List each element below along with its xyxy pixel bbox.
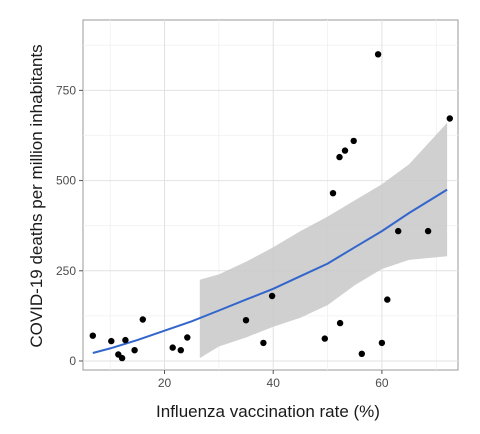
data-point bbox=[336, 153, 343, 161]
data-point bbox=[184, 334, 191, 341]
data-point bbox=[108, 337, 115, 345]
y-tick-label: 250 bbox=[56, 264, 76, 278]
fit-line-layer bbox=[92, 188, 448, 354]
confidence-ribbon bbox=[199, 122, 448, 359]
x-axis-title: Influenza vaccination rate (%) bbox=[156, 402, 380, 421]
data-point bbox=[242, 317, 250, 324]
data-point bbox=[336, 319, 344, 327]
data-point bbox=[341, 147, 349, 154]
data-point bbox=[131, 347, 138, 354]
data-point bbox=[395, 227, 402, 235]
x-tick-label: 20 bbox=[158, 376, 172, 390]
data-point bbox=[329, 190, 337, 197]
y-tick-label: 500 bbox=[56, 174, 76, 188]
data-point bbox=[118, 354, 126, 362]
confidence-ribbon-layer bbox=[199, 122, 448, 359]
data-point bbox=[321, 335, 328, 342]
data-point bbox=[260, 339, 267, 347]
data-point bbox=[350, 137, 357, 145]
data-point bbox=[378, 339, 386, 347]
data-point bbox=[268, 292, 276, 300]
y-axis-ticks: 0 250 500 750 bbox=[56, 83, 83, 368]
y-tick-label: 0 bbox=[69, 354, 76, 368]
points-layer bbox=[89, 51, 453, 362]
data-point bbox=[446, 115, 453, 122]
data-point bbox=[384, 296, 391, 303]
y-tick-label: 750 bbox=[56, 83, 76, 97]
data-point bbox=[374, 51, 382, 58]
fit-line bbox=[92, 188, 448, 354]
data-point bbox=[358, 350, 365, 357]
x-tick-label: 40 bbox=[267, 376, 281, 390]
x-tick-label: 60 bbox=[375, 376, 389, 390]
data-point bbox=[139, 316, 146, 323]
data-point bbox=[89, 332, 97, 339]
data-point bbox=[122, 336, 129, 344]
x-axis-ticks: 20 40 60 bbox=[158, 370, 389, 390]
y-axis-title: COVID-19 deaths per million inhabitants bbox=[27, 44, 46, 347]
data-point bbox=[169, 344, 176, 351]
data-point bbox=[177, 347, 184, 354]
data-point bbox=[424, 227, 432, 235]
